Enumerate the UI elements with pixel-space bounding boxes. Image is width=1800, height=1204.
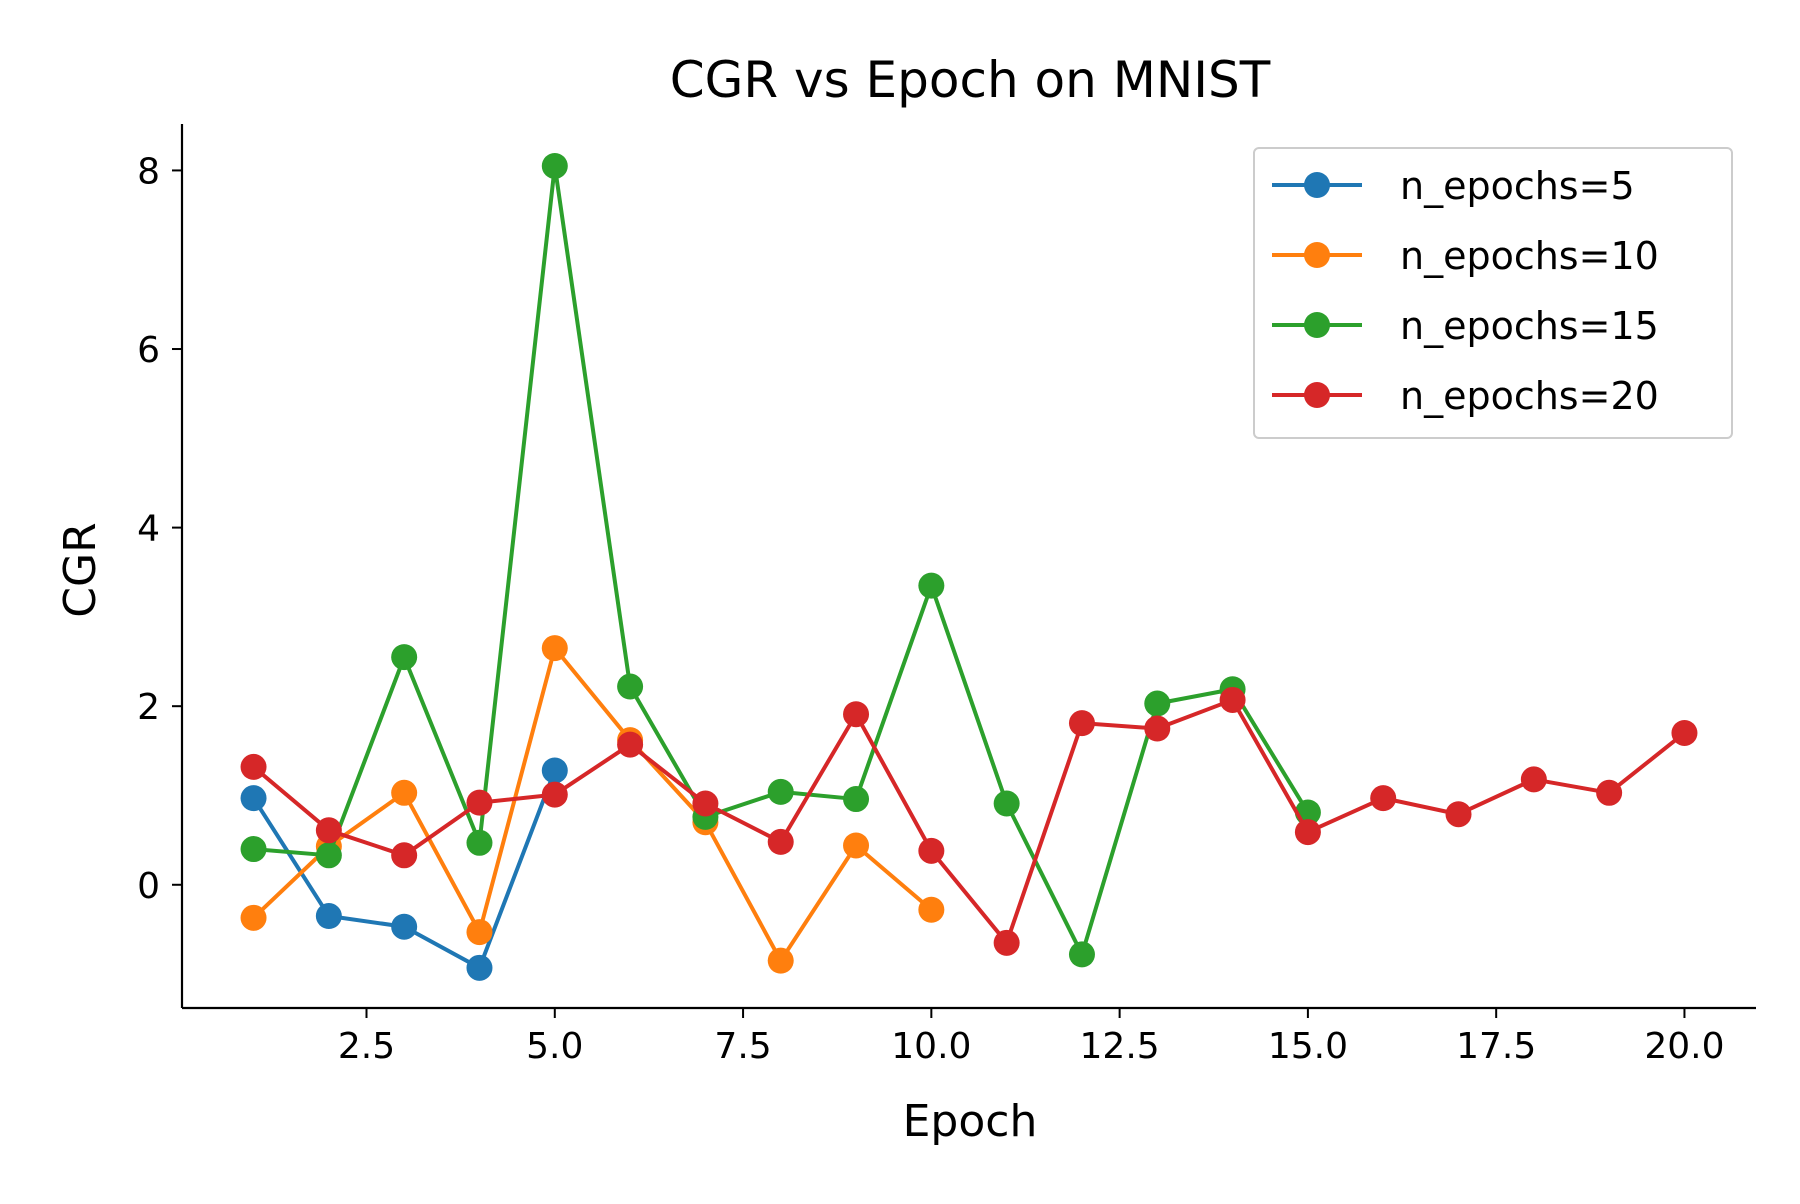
data-point (315, 903, 342, 930)
data-point (767, 947, 794, 974)
y-tick-label: 6 (137, 330, 160, 371)
data-point (767, 828, 794, 855)
legend-label: n_epochs=15 (1400, 304, 1659, 348)
data-point (617, 731, 644, 758)
data-point (692, 790, 719, 817)
data-point (1144, 690, 1171, 717)
data-point (843, 786, 870, 813)
data-point (1596, 779, 1623, 806)
x-tick-label: 20.0 (1644, 1026, 1724, 1067)
data-point (391, 913, 418, 940)
series-4 (240, 686, 1698, 956)
legend: n_epochs=5 n_epochs=10 n_epochs=15 n_epochs… (1253, 147, 1733, 439)
data-point (391, 842, 418, 869)
series-3 (240, 152, 1321, 968)
x-axis-label: Epoch (903, 1096, 1038, 1147)
legend-label: n_epochs=10 (1400, 234, 1659, 278)
legend-item: n_epochs=10 (1272, 234, 1659, 278)
y-axis-label: CGR (55, 522, 106, 617)
series-line (251, 646, 934, 963)
data-point (918, 896, 945, 923)
data-point (240, 753, 267, 780)
data-point (843, 701, 870, 728)
x-tick-label: 10.0 (891, 1026, 971, 1067)
legend-marker (1304, 382, 1330, 408)
legend-item: n_epochs=15 (1272, 304, 1659, 348)
data-point (541, 757, 568, 784)
x-tick-label: 17.5 (1456, 1026, 1536, 1067)
data-point (1219, 686, 1246, 713)
x-tick-label: 2.5 (338, 1026, 395, 1067)
legend-label: n_epochs=5 (1400, 164, 1635, 208)
data-point (541, 635, 568, 662)
data-point (767, 778, 794, 805)
data-point (1068, 710, 1095, 737)
data-point (993, 929, 1020, 956)
data-point (466, 954, 493, 981)
data-point (240, 904, 267, 931)
legend-marker (1304, 312, 1330, 338)
series-1 (240, 757, 568, 981)
y-tick-label: 8 (137, 151, 160, 192)
x-tick-label: 12.5 (1080, 1026, 1160, 1067)
data-point (918, 572, 945, 599)
axes: 2.5 5.0 7.5 10.0 12.5 15.0 17.5 20.0 0 2 4 6 8 (137, 124, 1756, 1067)
y-tick-label: 2 (137, 687, 160, 728)
data-point (466, 829, 493, 856)
chart-title: CGR vs Epoch on MNIST (670, 51, 1271, 109)
data-point (1445, 801, 1472, 828)
data-point (391, 644, 418, 671)
legend-item: n_epochs=20 (1272, 374, 1659, 418)
legend-marker (1304, 242, 1330, 268)
data-point (1370, 785, 1397, 812)
data-point (315, 817, 342, 844)
x-tick-label: 7.5 (714, 1026, 771, 1067)
data-point (240, 836, 267, 863)
y-tick-label: 0 (137, 866, 160, 907)
data-point (617, 673, 644, 700)
data-point (843, 832, 870, 859)
data-point (541, 152, 568, 179)
legend-marker (1304, 172, 1330, 198)
data-point (391, 779, 418, 806)
x-tick-label: 5.0 (526, 1026, 583, 1067)
plot-area (240, 152, 1698, 981)
data-point (1068, 941, 1095, 968)
data-point (1671, 719, 1698, 746)
data-point (466, 919, 493, 946)
legend-item: n_epochs=5 (1272, 164, 1635, 208)
data-point (1144, 715, 1171, 742)
data-point (918, 837, 945, 864)
data-point (315, 842, 342, 869)
series-line (251, 697, 1687, 945)
data-point (240, 785, 267, 812)
legend-label: n_epochs=20 (1400, 374, 1659, 418)
data-point (541, 781, 568, 808)
data-point (466, 789, 493, 816)
y-tick-label: 4 (137, 509, 160, 550)
x-tick-label: 15.0 (1268, 1026, 1348, 1067)
data-point (993, 790, 1020, 817)
legend-box (1253, 147, 1733, 439)
data-point (1520, 766, 1547, 793)
data-point (1294, 819, 1321, 846)
